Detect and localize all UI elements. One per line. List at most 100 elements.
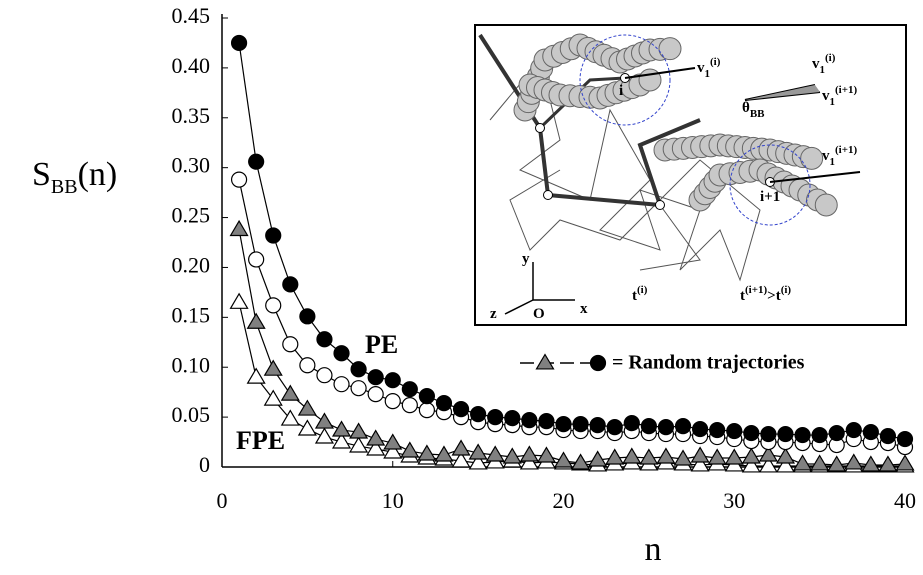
label-part: y (522, 251, 530, 267)
data-point (588, 450, 608, 467)
data-point (299, 308, 316, 325)
series-line (238, 42, 906, 440)
label-part: (i+1) (835, 144, 857, 156)
data-point (297, 399, 317, 416)
inset-label: v1(i) (697, 56, 721, 80)
x-tick-label: 40 (894, 488, 916, 513)
data-point (468, 453, 488, 470)
y-tick-label: 0.20 (172, 252, 211, 277)
data-point (741, 447, 761, 464)
data-point (606, 418, 623, 436)
y-label-suffix: (n) (78, 156, 118, 193)
data-point (401, 381, 418, 398)
data-point (605, 448, 625, 465)
inset-label: x (580, 301, 588, 317)
label-part: t (740, 288, 745, 304)
y-label-sub: BB (51, 176, 78, 198)
series-line (238, 302, 905, 467)
data-point (367, 386, 384, 403)
y-tick-label: 0.15 (172, 302, 211, 327)
data-point (383, 433, 403, 450)
legend-marker (535, 353, 555, 370)
data-point (366, 439, 386, 456)
y-tick-label: 0.35 (172, 103, 211, 128)
selection-circle (729, 144, 811, 226)
data-point (470, 406, 487, 423)
data-point (810, 454, 830, 471)
data-point (230, 171, 248, 188)
data-point (691, 420, 709, 438)
data-point (794, 426, 811, 444)
data-point (845, 421, 862, 439)
data-point (519, 445, 539, 462)
label-part: i+1 (760, 189, 780, 205)
data-point (485, 445, 505, 462)
data-point (793, 454, 813, 471)
data-point (487, 409, 504, 426)
label-part: (i) (710, 56, 721, 68)
data-point (451, 439, 471, 456)
trajectory (639, 204, 701, 271)
data-point (895, 454, 915, 471)
label-part: (i+1) (835, 84, 857, 96)
inset-label: v1(i) (812, 52, 836, 76)
data-point (349, 436, 369, 453)
data-point (709, 421, 726, 439)
data-point (384, 393, 401, 410)
series-line (238, 179, 906, 448)
data-point (690, 455, 710, 472)
vector-arrow (769, 171, 861, 183)
label-part: >t (767, 288, 781, 304)
label-part: (i) (825, 52, 836, 64)
inset-label: i (619, 83, 623, 99)
data-point (350, 361, 367, 378)
data-point (861, 455, 881, 472)
data-point (538, 413, 555, 430)
vector-arrow (624, 67, 696, 79)
data-point (656, 447, 676, 464)
data-point (401, 397, 418, 414)
data-point (673, 449, 693, 466)
data-point (775, 447, 796, 464)
x-tick-label: 0 (217, 488, 228, 513)
label-part: O (533, 306, 545, 322)
data-point (400, 441, 420, 458)
data-point (417, 444, 437, 461)
data-point (468, 443, 488, 460)
data-point (263, 389, 283, 406)
label-part: θ (742, 100, 750, 116)
annotation: FPE (236, 426, 285, 455)
y-tick-label: 0.40 (172, 53, 211, 78)
data-point (878, 455, 898, 472)
data-point (384, 372, 401, 389)
label-part: z (490, 306, 497, 322)
data-point (314, 412, 334, 429)
data-point (707, 448, 727, 465)
data-point (418, 402, 435, 419)
label-part: (i) (781, 284, 792, 296)
data-point (282, 276, 299, 293)
y-tick-label: 0.25 (172, 203, 211, 228)
data-point (418, 388, 435, 405)
data-point (536, 446, 556, 463)
data-point (758, 445, 778, 462)
bead (638, 68, 662, 92)
data-point (572, 415, 589, 433)
data-point (349, 422, 369, 439)
inset-label: v1(i+1) (822, 144, 857, 168)
data-point (248, 153, 265, 170)
data-point (862, 423, 879, 441)
annotation: PE (365, 330, 398, 359)
inset-label: z (490, 306, 497, 322)
node (543, 190, 553, 200)
y-tick-label: 0.30 (172, 153, 211, 178)
data-point (280, 409, 300, 426)
inset-label: t(i+1)>t(i) (740, 284, 791, 304)
backbone (538, 76, 626, 130)
label-part: v (697, 60, 705, 76)
label-part: 1 (705, 68, 711, 80)
y-label-main: S (32, 156, 51, 193)
